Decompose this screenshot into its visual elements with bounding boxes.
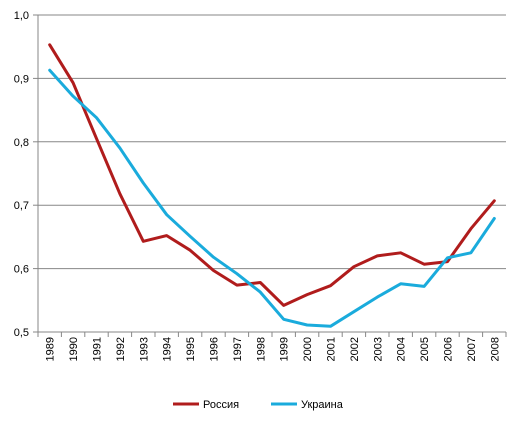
x-tick-label: 1994 (162, 337, 174, 361)
x-tick-label: 1993 (138, 337, 150, 361)
y-tick-label: 0,7 (14, 200, 29, 212)
x-tick-label: 1995 (185, 337, 197, 361)
x-tick-labels: 1989 1990 1991 1992 1993 1994 1995 1996 1997 1998… (45, 337, 502, 361)
x-tick-label: 2007 (466, 337, 478, 361)
legend: Россия Украина (173, 399, 344, 411)
series-line-1 (48, 43, 496, 307)
x-tick-label: 1998 (255, 337, 267, 361)
x-tick-label: 2008 (489, 337, 501, 361)
y-tick-label: 0,6 (14, 264, 29, 276)
legend-label-1: Россия (203, 399, 239, 411)
gridlines (38, 14, 506, 270)
legend-label-2: Украина (301, 399, 344, 411)
y-tick-labels: 0,5 0,6 0,7 0,8 0,9 1,0 (14, 10, 29, 339)
x-tick-label: 2005 (419, 337, 431, 361)
x-tick-label: 2002 (349, 337, 361, 361)
x-tick-label: 2004 (396, 337, 408, 361)
x-tick-label: 1999 (279, 337, 291, 361)
x-tick-label: 1991 (92, 337, 104, 361)
x-tick-label: 2000 (302, 337, 314, 361)
x-tick-label: 1997 (232, 337, 244, 361)
series-line-2 (48, 68, 496, 328)
y-tick-label: 0,8 (14, 137, 29, 149)
x-tick-label: 2001 (326, 337, 338, 361)
x-tick-label: 1989 (45, 337, 57, 361)
y-tick-label: 0,9 (14, 73, 29, 85)
x-tick-label: 2003 (372, 337, 384, 361)
axes (33, 14, 507, 337)
series-lines (48, 43, 496, 328)
y-tick-label: 1,0 (14, 10, 29, 22)
x-tick-label: 1992 (115, 337, 127, 361)
x-tick-label: 1990 (68, 337, 80, 361)
x-tick-label: 1996 (209, 337, 221, 361)
y-tick-label: 0,5 (14, 327, 29, 339)
x-tick-label: 2006 (443, 337, 455, 361)
